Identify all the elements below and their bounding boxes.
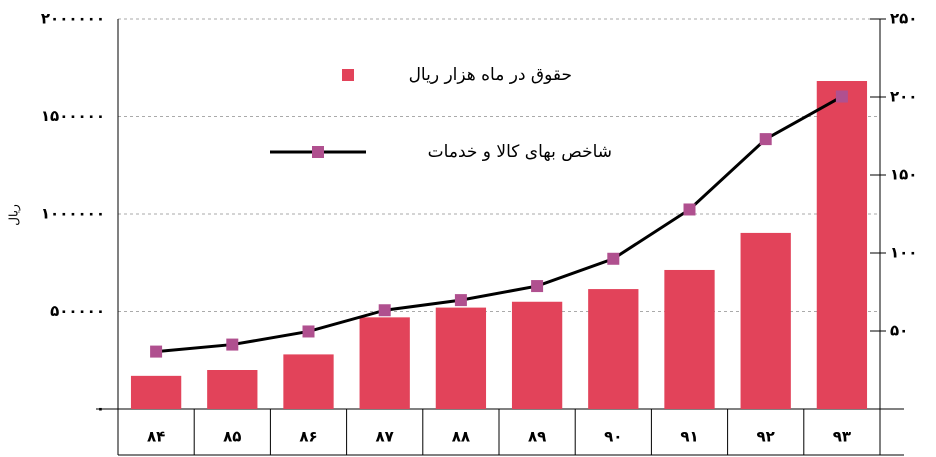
y2-tick-label: ۵۰ — [890, 322, 908, 340]
y-tick-label: ۱۰۰۰۰۰۰ — [41, 205, 105, 223]
x-tick-label: ۸۴ — [147, 428, 165, 446]
marker — [454, 294, 467, 307]
x-tick-label: ۸۹ — [528, 428, 546, 446]
marker — [759, 133, 772, 146]
marker — [683, 203, 696, 216]
x-tick-label: ۸۸ — [452, 428, 470, 446]
bar — [283, 354, 334, 409]
y-tick-label: ۲۰۰۰۰۰۰ — [41, 10, 105, 28]
y2-tick-label: ۲۰۰ — [890, 88, 917, 106]
marker — [226, 338, 239, 351]
y-axis-label: ریال — [7, 204, 22, 226]
marker — [378, 304, 391, 317]
bar — [664, 269, 715, 409]
marker — [302, 325, 315, 338]
x-tick-label: ۹۱ — [680, 428, 698, 446]
marker — [150, 345, 163, 358]
x-tick-label: ۹۲ — [757, 428, 775, 446]
y-tick-label: ۱۵۰۰۰۰۰ — [41, 107, 105, 125]
y-tick-label: ۵۰۰۰۰۰ — [50, 302, 105, 320]
legend-swatch — [342, 69, 354, 81]
line — [155, 95, 843, 354]
bar — [816, 81, 868, 409]
y2-tick-label: ۱۰۰ — [890, 244, 917, 262]
marker — [607, 252, 620, 265]
legend-label: شاخص بهای کالا و خدمات — [428, 142, 612, 162]
x-tick-label: ۸۵ — [223, 428, 241, 446]
y2-tick-label: ۲۵۰ — [890, 10, 917, 28]
x-tick-label: ۸۶ — [299, 428, 317, 446]
bar — [207, 370, 258, 409]
bar — [511, 301, 563, 409]
bar — [130, 375, 182, 409]
bar — [359, 317, 410, 409]
legend-marker — [312, 146, 324, 158]
bar — [740, 232, 791, 409]
x-tick-label: ۸۷ — [376, 428, 394, 446]
bar — [435, 307, 487, 409]
bar — [588, 289, 639, 409]
legend-label: حقوق در ماه هزار ریال — [409, 65, 572, 85]
x-tick-label: ۹۰ — [604, 428, 622, 446]
marker — [531, 280, 544, 293]
marker — [835, 90, 848, 103]
x-tick-label: ۹۳ — [833, 428, 851, 446]
y2-tick-label: ۱۵۰ — [890, 166, 917, 184]
